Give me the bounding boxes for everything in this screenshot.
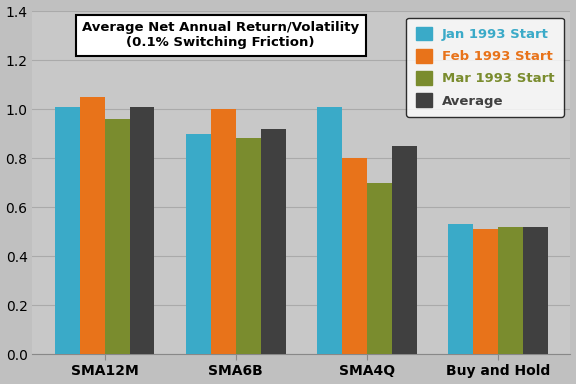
Bar <box>342 158 367 354</box>
Bar <box>392 146 417 354</box>
Bar <box>448 224 473 354</box>
Bar <box>105 119 130 354</box>
Bar <box>498 227 523 354</box>
Bar <box>473 229 498 354</box>
Bar <box>236 139 261 354</box>
Bar <box>317 107 342 354</box>
Bar <box>261 129 286 354</box>
Legend: Jan 1993 Start, Feb 1993 Start, Mar 1993 Start, Average: Jan 1993 Start, Feb 1993 Start, Mar 1993… <box>407 18 564 117</box>
Bar <box>130 107 154 354</box>
Bar <box>79 97 105 354</box>
Text: Average Net Annual Return/Volatility
(0.1% Switching Friction): Average Net Annual Return/Volatility (0.… <box>82 22 359 50</box>
Bar <box>211 109 236 354</box>
Bar <box>367 182 392 354</box>
Bar <box>523 227 548 354</box>
Bar <box>186 134 211 354</box>
Bar <box>55 107 79 354</box>
